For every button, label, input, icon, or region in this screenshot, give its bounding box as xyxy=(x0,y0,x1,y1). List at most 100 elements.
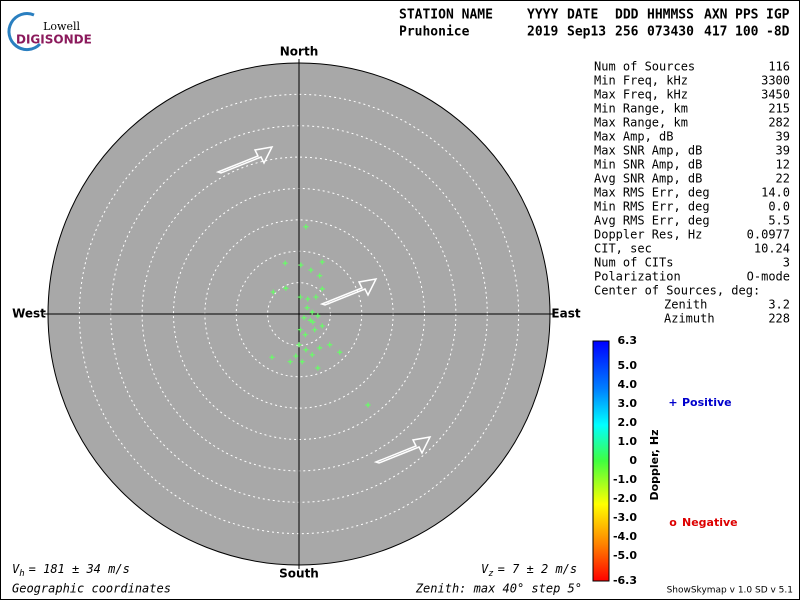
direction-north: North xyxy=(280,45,318,59)
header-value: 100 xyxy=(735,25,759,40)
source-point xyxy=(315,365,321,371)
version-label: ShowSkymap v 1.0 SD v 5.1 xyxy=(667,586,793,596)
source-point xyxy=(297,327,303,333)
logo-top: Lowell xyxy=(43,20,80,33)
colorbar-tick-label: 5.0 xyxy=(618,359,638,372)
drift-arrow xyxy=(215,146,274,174)
source-point xyxy=(327,342,333,348)
stat-value: 5.5 xyxy=(768,214,790,228)
source-point xyxy=(365,402,371,408)
stat-value: 12 xyxy=(776,158,790,172)
source-point xyxy=(296,342,302,348)
stat-label: Max SNR Amp, dB xyxy=(594,144,702,158)
header-value: 256 xyxy=(615,25,639,40)
source-point xyxy=(297,294,303,300)
center-value: 3.2 xyxy=(768,298,790,312)
source-point xyxy=(319,286,325,292)
source-point xyxy=(313,294,319,300)
header-value: Sep13 xyxy=(567,25,606,40)
stat-label: Min Range, km xyxy=(594,102,688,116)
colorbar-tick-label: -1.0 xyxy=(613,473,637,486)
header-label: DATE xyxy=(567,8,598,23)
source-point xyxy=(309,352,315,358)
source-point xyxy=(309,309,315,315)
stat-value: 3300 xyxy=(761,74,790,88)
stat-label: Avg RMS Err, deg xyxy=(594,214,710,228)
header-value: 417 xyxy=(704,25,727,40)
stat-value: 215 xyxy=(768,102,790,116)
source-point xyxy=(310,319,316,325)
source-point xyxy=(319,323,325,329)
stat-label: Min Freq, kHz xyxy=(594,74,688,88)
colorbar-tick-label: 6.3 xyxy=(618,334,638,347)
stat-label: Max Freq, kHz xyxy=(594,88,688,102)
stat-label: Min RMS Err, deg xyxy=(594,200,710,214)
vh-value: = 181 ± 34 m/s xyxy=(29,562,130,576)
stat-label: Max RMS Err, deg xyxy=(594,186,710,200)
stat-value: 39 xyxy=(776,144,790,158)
stat-value: 22 xyxy=(776,172,790,186)
colorbar-tick-label: -5.0 xyxy=(613,549,637,562)
source-point xyxy=(282,260,288,266)
header-value: Pruhonice xyxy=(399,25,470,40)
source-point xyxy=(307,317,313,323)
vz-text: Vz = 7 ± 2 m/s xyxy=(481,562,577,579)
header-value: 073430 xyxy=(647,25,694,40)
vz-symbol: V xyxy=(481,562,489,576)
drift-arrow xyxy=(373,436,432,464)
colorbar-tick-label: 3.0 xyxy=(618,397,638,410)
stat-value: O-mode xyxy=(747,270,790,284)
negative-label: Negative xyxy=(682,516,738,529)
source-point xyxy=(270,289,276,295)
source-point xyxy=(299,359,305,365)
colorbar-tick-label: -3.0 xyxy=(613,511,637,524)
stat-label: Avg SNR Amp, dB xyxy=(594,172,702,186)
direction-east: East xyxy=(551,307,580,321)
source-point xyxy=(303,224,309,230)
stat-value: 39 xyxy=(776,130,790,144)
source-point xyxy=(298,262,304,268)
source-point xyxy=(305,296,311,302)
logo-swoosh xyxy=(7,12,42,52)
stat-value: 10.24 xyxy=(754,242,790,256)
stat-label: Max Range, km xyxy=(594,116,688,130)
source-point xyxy=(337,349,343,355)
stat-label: CIT, sec xyxy=(594,242,652,256)
header-label: AXN xyxy=(704,8,728,23)
coords-label: Geographic coordinates xyxy=(12,582,171,596)
vh-symbol: V xyxy=(12,562,20,576)
colorbar-tick-label: 2.0 xyxy=(618,416,638,429)
colorbar-tick-label: -6.3 xyxy=(613,574,637,587)
source-point xyxy=(303,347,309,353)
source-point xyxy=(315,313,321,319)
header-label: YYYY xyxy=(527,8,558,23)
header-value: -8D xyxy=(766,25,790,40)
source-point xyxy=(269,354,275,360)
header-label: DDD xyxy=(615,8,639,23)
drift-arrow xyxy=(319,278,378,306)
center-label: Azimuth xyxy=(664,312,715,326)
colorbar-tick-label: 0 xyxy=(629,454,637,467)
header-label: IGP xyxy=(766,8,790,23)
stat-value: 14.0 xyxy=(761,186,790,200)
stat-value: 282 xyxy=(768,116,790,130)
colorbar-tick-label: -2.0 xyxy=(613,492,637,505)
source-point xyxy=(312,327,318,333)
stat-value: 3 xyxy=(783,256,790,270)
source-point xyxy=(302,332,308,338)
center-label: Zenith xyxy=(664,298,707,312)
vh-text: Vh = 181 ± 34 m/s xyxy=(12,562,130,579)
header-value: 2019 xyxy=(527,25,558,40)
zenith-label: Zenith: max 40° step 5° xyxy=(415,582,582,596)
source-point xyxy=(287,359,293,365)
stat-value: 116 xyxy=(768,60,790,74)
source-point xyxy=(301,315,307,321)
source-point xyxy=(308,267,314,273)
colorbar-tick-label: 4.0 xyxy=(618,378,638,391)
stat-label: Min SNR Amp, dB xyxy=(594,158,702,172)
vz-sub: z xyxy=(488,569,493,579)
vh-sub: h xyxy=(19,569,24,579)
center-value: 228 xyxy=(768,312,790,326)
stat-label: Doppler Res, Hz xyxy=(594,228,702,242)
